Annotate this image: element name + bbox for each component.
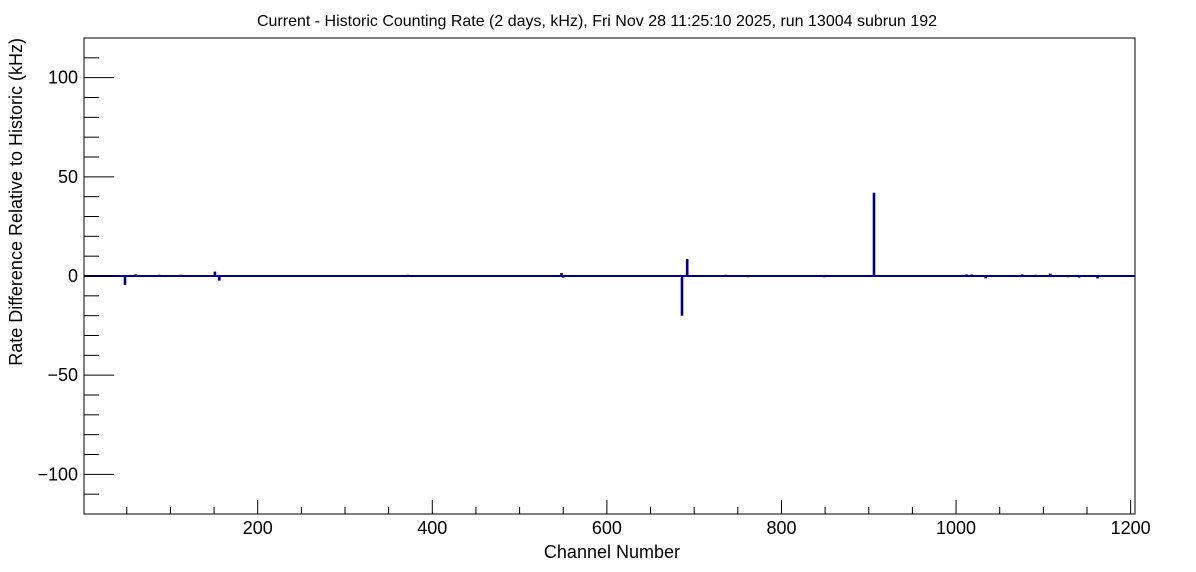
bar: [984, 276, 987, 279]
bar: [872, 192, 876, 276]
x-axis: 200 400 600 800 1000 1200: [126, 500, 1151, 538]
bar: [560, 273, 563, 276]
y-tick-label: 50: [58, 167, 78, 187]
bar: [123, 276, 127, 285]
y-axis-label: Rate Difference Relative to Historic (kH…: [6, 38, 26, 366]
x-tick-label: 400: [417, 518, 447, 538]
bar: [218, 276, 221, 281]
y-tick-label: 0: [68, 266, 78, 286]
y-axis: −100 −50 0 50 100: [37, 57, 114, 495]
x-axis-label: Channel Number: [544, 542, 680, 562]
bar: [685, 259, 689, 276]
bar: [213, 271, 217, 276]
y-tick-label: −100: [37, 464, 78, 484]
chart-title: Current - Historic Counting Rate (2 days…: [257, 13, 937, 30]
y-tick-label: −50: [47, 365, 78, 385]
x-tick-label: 1200: [1111, 518, 1151, 538]
x-tick-label: 1000: [936, 518, 976, 538]
y-tick-label: 100: [48, 68, 78, 88]
bar: [1049, 273, 1052, 276]
x-tick-label: 200: [243, 518, 273, 538]
bar: [1096, 276, 1099, 279]
x-tick-label: 600: [592, 518, 622, 538]
bar: [680, 276, 684, 316]
x-tick-label: 800: [766, 518, 796, 538]
bars-group: [123, 192, 1099, 316]
